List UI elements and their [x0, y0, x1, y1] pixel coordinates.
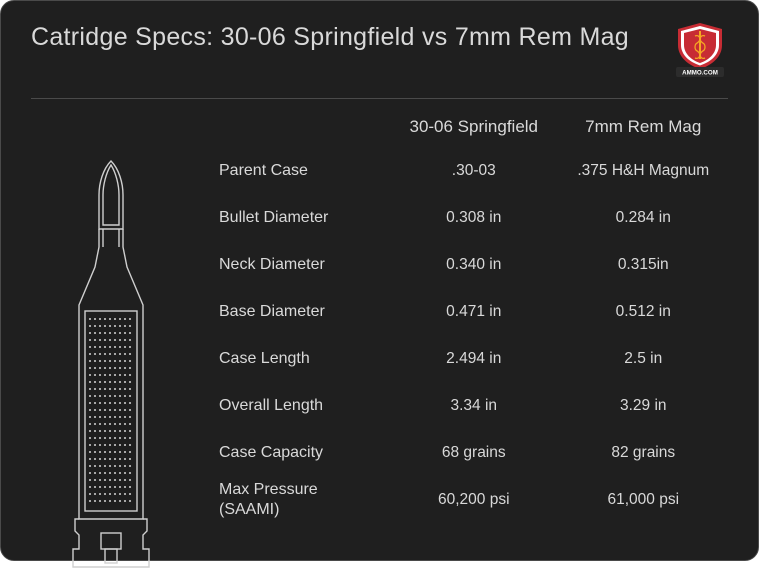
cartridge-illustration — [31, 99, 191, 574]
card-header: Catridge Specs: 30-06 Springfield vs 7mm… — [1, 1, 758, 84]
table-row: Case Length2.494 in2.5 in — [219, 335, 728, 382]
table-row: Base Diameter0.471 in0.512 in — [219, 288, 728, 335]
cell-a: 0.471 in — [389, 303, 559, 321]
column-header-a: 30-06 Springfield — [389, 117, 559, 137]
row-label: Overall Length — [219, 396, 389, 415]
cell-a: 0.308 in — [389, 209, 559, 227]
cell-b: 2.5 in — [559, 350, 729, 368]
table-row: Parent Case.30-03.375 H&H Magnum — [219, 147, 728, 194]
cell-a: 0.340 in — [389, 256, 559, 274]
row-label: Neck Diameter — [219, 255, 389, 274]
table-row: Case Capacity68 grains82 grains — [219, 429, 728, 476]
row-label: Bullet Diameter — [219, 208, 389, 227]
table-row: Overall Length3.34 in3.29 in — [219, 382, 728, 429]
cell-b: 3.29 in — [559, 397, 729, 415]
cell-a: 2.494 in — [389, 350, 559, 368]
cell-b: 82 grains — [559, 444, 729, 462]
brand-logo: AMMO.COM — [672, 21, 728, 82]
powder-dots — [88, 318, 130, 502]
row-label: Parent Case — [219, 161, 389, 180]
table-header-spacer — [219, 117, 389, 137]
cell-b: 61,000 psi — [559, 491, 729, 509]
ammo-logo-icon: AMMO.COM — [672, 21, 728, 77]
table-row: Max Pressure (SAAMI)60,200 psi61,000 psi — [219, 476, 728, 523]
column-header-b: 7mm Rem Mag — [559, 117, 729, 137]
card-title: Catridge Specs: 30-06 Springfield vs 7mm… — [31, 23, 629, 52]
table-row: Bullet Diameter0.308 in0.284 in — [219, 194, 728, 241]
bullet-cutaway-icon — [59, 159, 164, 574]
cell-b: 0.512 in — [559, 303, 729, 321]
cell-b: 0.284 in — [559, 209, 729, 227]
specs-table: 30-06 Springfield 7mm Rem Mag Parent Cas… — [191, 99, 728, 574]
logo-text: AMMO.COM — [682, 70, 718, 77]
cell-a: 68 grains — [389, 444, 559, 462]
specs-card: Catridge Specs: 30-06 Springfield vs 7mm… — [0, 0, 759, 561]
row-label: Case Capacity — [219, 443, 389, 462]
cell-b: .375 H&H Magnum — [559, 162, 729, 180]
table-body: Parent Case.30-03.375 H&H MagnumBullet D… — [219, 147, 728, 523]
table-row: Neck Diameter0.340 in0.315in — [219, 241, 728, 288]
cell-a: .30-03 — [389, 162, 559, 180]
cell-b: 0.315in — [559, 256, 729, 274]
row-label: Case Length — [219, 349, 389, 368]
row-label: Base Diameter — [219, 302, 389, 321]
row-label: Max Pressure (SAAMI) — [219, 480, 389, 518]
content-area: 30-06 Springfield 7mm Rem Mag Parent Cas… — [1, 99, 758, 574]
cell-a: 3.34 in — [389, 397, 559, 415]
table-header-row: 30-06 Springfield 7mm Rem Mag — [219, 99, 728, 147]
cell-a: 60,200 psi — [389, 491, 559, 509]
